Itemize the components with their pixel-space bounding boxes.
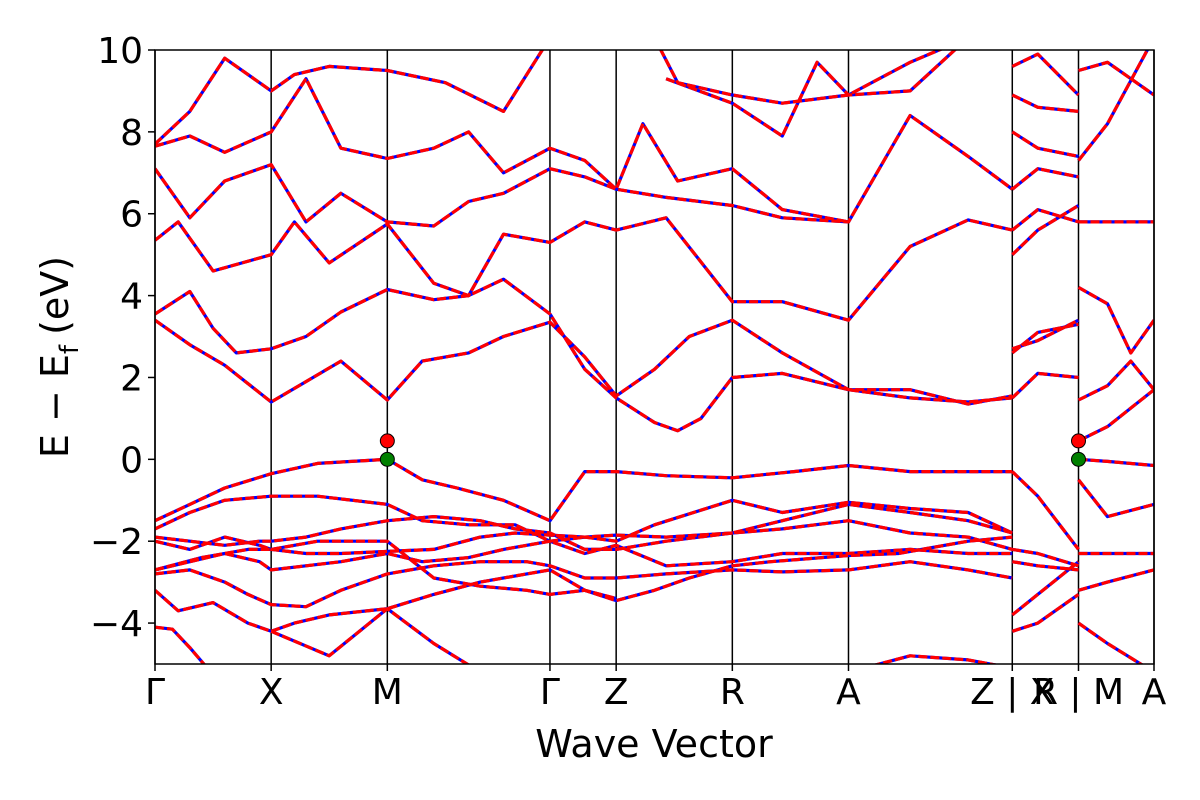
band-line-red-38 — [1077, 50, 1150, 162]
band-line-red-30 — [1011, 130, 1079, 158]
band-line-red-21 — [1012, 560, 1079, 572]
y-axis-ticks: −4 −2 0 2 4 6 8 10 — [90, 31, 155, 645]
y-axis-title: E − Ef (eV) — [33, 256, 85, 458]
band-line-red-19 — [1011, 470, 1080, 551]
x-tick-label-0: Γ — [145, 672, 165, 713]
band-line-red-29 — [1011, 167, 1079, 191]
band-line-red-4 — [155, 519, 1013, 556]
band-line-red-3 — [155, 539, 1013, 572]
band-line-red-32 — [1011, 52, 1080, 97]
x-tick-label-4: Z — [604, 672, 629, 713]
band-line-red-12 — [155, 77, 849, 224]
y-axis-title-subscript: f — [55, 344, 85, 354]
y-tick-label: 10 — [97, 31, 143, 72]
x-tick-label-9: A — [1142, 672, 1167, 713]
band-edge-marker-3 — [1070, 451, 1086, 467]
y-axis-title-unit: (eV) — [33, 256, 77, 335]
y-tick-label: 0 — [120, 440, 143, 481]
band-line-red-42 — [1078, 568, 1154, 592]
y-tick-label: 8 — [120, 113, 143, 154]
band-line-red-6 — [155, 494, 1013, 543]
band-line-red-39 — [1078, 60, 1154, 97]
band-edge-marker-2 — [1070, 433, 1086, 449]
band-line-red-24 — [1011, 371, 1079, 400]
y-axis-title-main: E − E — [33, 354, 77, 458]
band-line-red-27 — [1011, 204, 1080, 256]
band-line-red-2 — [155, 560, 1013, 609]
band-line-red-31 — [1011, 93, 1079, 113]
x-tick-label-1: X — [259, 672, 284, 713]
band-line-red-10 — [155, 216, 1013, 322]
band-line-red-34 — [1077, 388, 1154, 443]
band-line-red-28 — [1011, 208, 1079, 232]
band-line-red-26 — [1011, 322, 1079, 355]
band-line-red-16 — [155, 539, 617, 601]
plot-frame — [154, 49, 1155, 665]
y-tick-label: 6 — [120, 195, 143, 236]
x-axis-title: Wave Vector — [535, 722, 773, 766]
band-line-red-36 — [1077, 286, 1154, 355]
x-tick-label-3: Γ — [540, 672, 560, 713]
band-line-red-7 — [155, 457, 1013, 523]
band-line-red-9 — [155, 318, 1013, 406]
band-line-red-17 — [270, 607, 471, 664]
x-axis-ticks: Γ X M Γ Z R A Z | XR | M A — [145, 664, 1167, 713]
band-line-red-8 — [155, 277, 1013, 433]
x-tick-label-8: R | M — [1033, 672, 1124, 713]
band-line-red-5 — [155, 502, 1013, 551]
band-line-blue-43 — [1077, 621, 1144, 664]
x-tick-label-7: Z | X — [970, 672, 1054, 713]
band-line-red-25 — [1011, 318, 1080, 351]
band-edge-markers — [379, 433, 1086, 467]
x-tick-label-5: R — [720, 672, 745, 713]
band-line-red-23 — [1011, 593, 1080, 633]
band-line-red-33 — [1078, 457, 1154, 468]
band-line-red-0 — [155, 625, 206, 664]
y-tick-label: −2 — [90, 522, 143, 563]
band-edge-marker-1 — [379, 451, 395, 467]
kpoint-lines — [154, 50, 1155, 664]
y-tick-label: −4 — [90, 604, 143, 645]
band-edge-marker-0 — [379, 433, 395, 449]
y-tick-label: 2 — [120, 358, 143, 399]
band-line-red-1 — [155, 535, 1013, 633]
band-line-red-15 — [665, 50, 958, 138]
band-line-red-22 — [1011, 560, 1080, 617]
band-line-red-35 — [1077, 359, 1154, 402]
y-tick-label: 4 — [120, 277, 143, 318]
band-line-red-13 — [155, 50, 545, 146]
x-tick-label-6: A — [836, 672, 861, 713]
band-line-red-20 — [1012, 547, 1079, 568]
band-lines — [155, 50, 1154, 664]
x-tick-label-2: M — [372, 672, 403, 713]
band-line-red-18 — [873, 654, 999, 664]
band-line-red-40 — [1077, 478, 1154, 519]
